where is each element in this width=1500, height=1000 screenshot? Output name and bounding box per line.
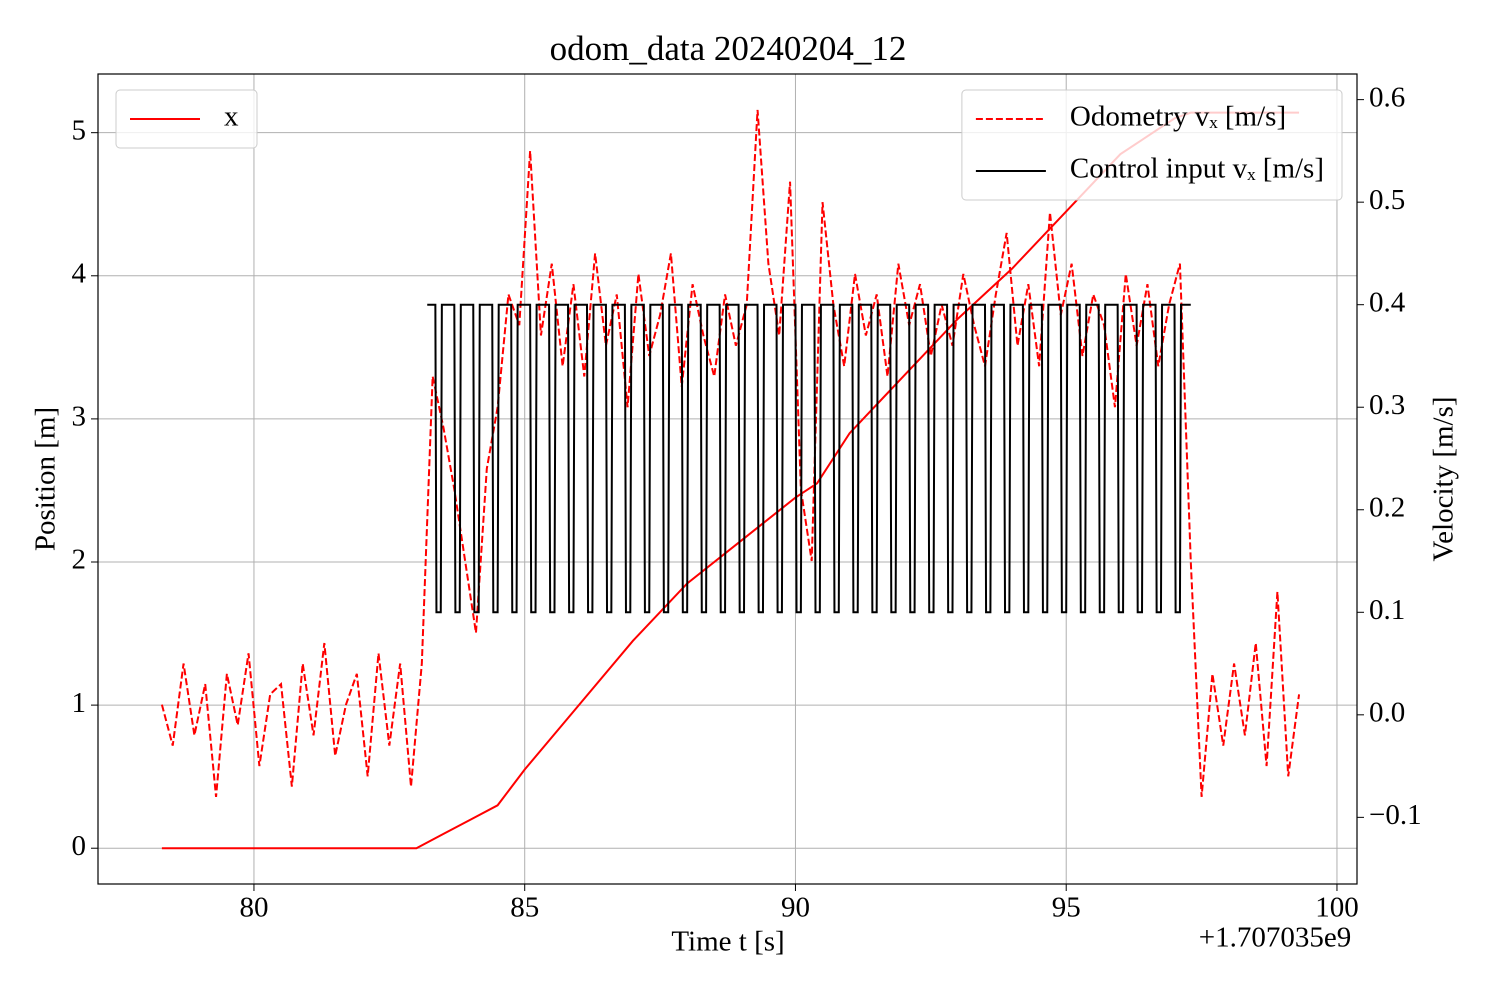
x-axis-label: Time t [s] [671,926,784,958]
y2-tick-label: −0.1 [1369,799,1422,831]
y-tick-label: 4 [72,257,87,289]
chart-title: odom_data 20240204_12 [550,29,907,68]
series-line [160,109,1301,797]
y-tick-label: 5 [72,114,87,146]
y2-tick-label: 0.0 [1369,696,1405,728]
x-tick-label: 85 [510,892,539,924]
legend-box [961,89,1343,201]
y2-tick-label: 0.3 [1369,389,1405,421]
y2-tick-label: 0.6 [1369,81,1405,113]
y2-tick-label: 0.1 [1369,594,1405,626]
series-line [427,303,1191,614]
legend-label: Odometry vₓ [m/s] [1070,101,1286,133]
y2-tick-label: 0.4 [1369,286,1406,318]
x-offset-label: +1.707035e9 [1199,922,1351,954]
x-tick-label: 80 [239,892,268,924]
y-tick-label: 3 [72,401,87,433]
x-tick-label: 100 [1315,892,1359,924]
plot-frame [97,73,1358,885]
y2-tick-label: 0.5 [1369,184,1405,216]
y2-axis-label: Velocity [m/s] [1428,396,1460,561]
legend-label: x [224,101,239,133]
x-tick-label: 95 [1052,892,1081,924]
y-tick-label: 2 [72,544,87,576]
y-tick-label: 1 [72,687,87,719]
y2-tick-label: 0.2 [1369,491,1405,523]
legend-label: Control input vₓ [m/s] [1070,153,1324,185]
x-tick-label: 90 [781,892,810,924]
legend: x [115,89,258,149]
y-axis-label: Position [m] [30,407,62,551]
legend: Odometry vₓ [m/s] Control input vₓ [m/s] [961,89,1343,201]
y-tick-label: 0 [72,830,87,862]
